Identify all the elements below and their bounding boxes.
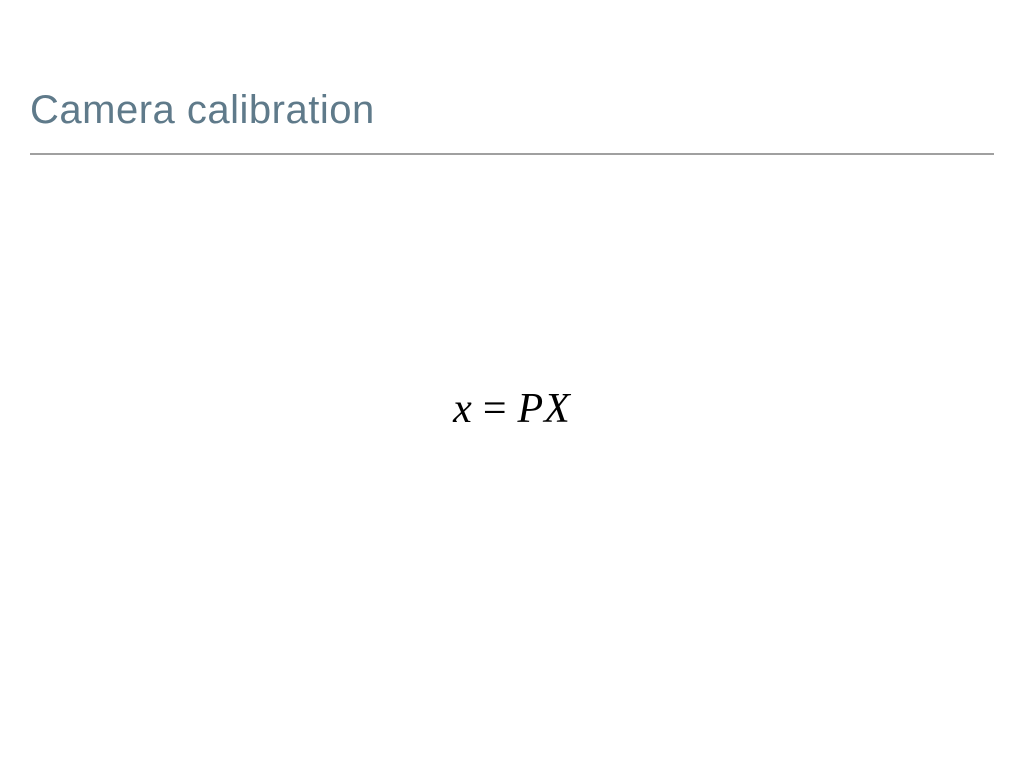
equation-rhs-x: X xyxy=(544,386,571,432)
equation: x=PX xyxy=(453,385,571,433)
equation-lhs: x xyxy=(453,386,473,432)
title-area: Camera calibration xyxy=(0,0,1024,133)
slide-container: Camera calibration x=PX xyxy=(0,0,1024,768)
title-underline xyxy=(30,153,994,155)
equation-rhs-p: P xyxy=(518,386,545,432)
equation-equals: = xyxy=(483,386,508,432)
content-area: x=PX xyxy=(0,385,1024,433)
slide-title: Camera calibration xyxy=(30,88,994,133)
